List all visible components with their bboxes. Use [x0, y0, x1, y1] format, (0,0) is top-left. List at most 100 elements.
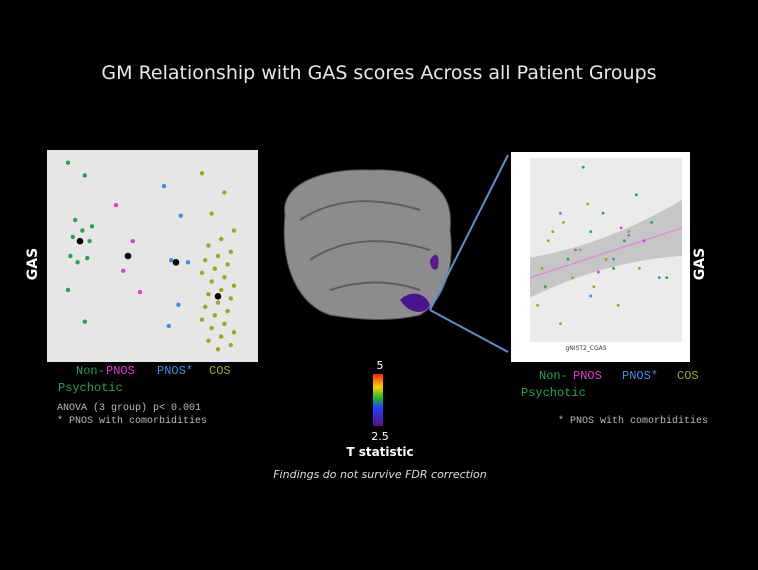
- point: [231, 330, 237, 335]
- slide-title: GM Relationship with GAS scores Across a…: [101, 62, 657, 84]
- point: [166, 323, 171, 329]
- point: [638, 267, 641, 270]
- point: [68, 253, 73, 259]
- point: [219, 334, 224, 339]
- point: [75, 260, 80, 265]
- legend-label: Non- Psychotic: [521, 369, 586, 400]
- point: [562, 221, 565, 224]
- point: [543, 285, 547, 289]
- x-tick-label: Non- Psychotic: [58, 364, 123, 395]
- y-axis-label: GAS: [692, 247, 708, 281]
- point: [559, 211, 562, 215]
- point: [650, 221, 653, 224]
- note: * PNOS with comorbidities: [558, 416, 709, 427]
- point: [551, 230, 555, 234]
- point: [574, 248, 577, 252]
- point: [642, 239, 646, 243]
- point: [627, 233, 631, 237]
- point: [185, 260, 191, 265]
- point: [215, 347, 221, 352]
- point: [130, 238, 135, 244]
- arrow: [429, 154, 509, 311]
- strip-panel: [47, 150, 258, 362]
- colorbar-label: T statistic: [346, 445, 414, 459]
- point: [581, 165, 585, 169]
- point: [85, 255, 90, 261]
- point: [199, 270, 205, 276]
- x-tick-label: COS: [209, 364, 231, 378]
- point: [209, 211, 214, 216]
- point: [161, 183, 167, 189]
- point: [571, 276, 574, 279]
- point: [206, 243, 211, 248]
- point: [65, 287, 71, 293]
- legend-label: PNOS: [573, 369, 602, 383]
- point: [536, 303, 539, 307]
- point: [82, 173, 88, 178]
- point: [206, 291, 211, 297]
- footnote: Findings do not survive FDR correction: [273, 468, 487, 481]
- point: [82, 319, 88, 324]
- point: [215, 253, 221, 259]
- legend-label: PNOS*: [622, 369, 659, 383]
- point: [601, 211, 605, 215]
- arrow: [429, 309, 509, 353]
- point: [209, 279, 214, 284]
- mean-point: [76, 237, 84, 245]
- point: [203, 304, 208, 310]
- point: [178, 213, 183, 218]
- point: [219, 236, 224, 242]
- point: [546, 239, 550, 243]
- point: [612, 267, 615, 270]
- brain: [283, 169, 452, 320]
- point: [589, 294, 593, 298]
- point: [87, 238, 92, 244]
- point: [566, 257, 570, 261]
- point: [231, 228, 237, 233]
- point: [73, 217, 78, 223]
- point: [635, 193, 638, 197]
- note: * PNOS with comorbidities: [57, 416, 208, 427]
- mean-point: [172, 259, 180, 266]
- point: [209, 325, 214, 331]
- point: [231, 283, 237, 288]
- point: [657, 276, 661, 279]
- point: [228, 296, 233, 301]
- point: [212, 266, 217, 271]
- point: [219, 287, 224, 293]
- confidence-band: [530, 199, 682, 298]
- point: [228, 249, 233, 254]
- point: [622, 239, 626, 243]
- point: [597, 270, 600, 274]
- x-tick-label: PNOS*: [157, 364, 194, 378]
- point: [215, 300, 221, 305]
- y-axis-label: GAS: [25, 247, 41, 281]
- point: [586, 202, 590, 206]
- colorbar-max: 5: [376, 359, 384, 372]
- point: [228, 342, 233, 348]
- point: [176, 302, 181, 307]
- point: [589, 230, 593, 234]
- point: [199, 317, 205, 322]
- point: [612, 257, 615, 261]
- point: [627, 230, 631, 234]
- point: [199, 171, 205, 176]
- x-axis-label: gNIST2_CGAS: [565, 345, 606, 352]
- mean-point: [214, 292, 222, 300]
- note: ANOVA (3 group) p< 0.001: [57, 403, 202, 414]
- point: [70, 234, 76, 240]
- fit-line: [529, 227, 683, 279]
- point: [169, 258, 174, 263]
- point: [592, 285, 596, 289]
- point: [540, 267, 544, 270]
- point: [121, 268, 126, 274]
- colorbar-min: 2.5: [371, 430, 389, 443]
- point: [604, 257, 608, 261]
- point: [225, 308, 230, 314]
- point: [665, 276, 669, 279]
- point: [206, 338, 211, 343]
- mean-point: [124, 252, 132, 260]
- point: [222, 321, 227, 327]
